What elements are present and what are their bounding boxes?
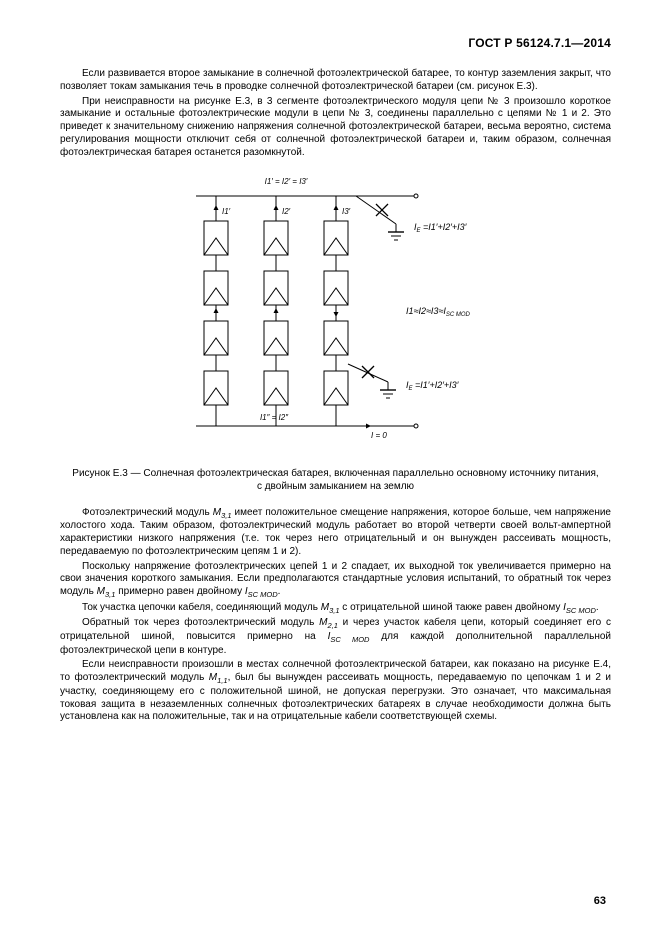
paragraph-2: При неисправности на рисунке Е.3, в 3 се… xyxy=(60,96,611,160)
svg-text:I3′: I3′ xyxy=(342,207,351,216)
paragraph-4: Поскольку напряжение фотоэлектрических ц… xyxy=(60,561,611,600)
svg-text:I2′: I2′ xyxy=(282,207,291,216)
svg-text:IE =I1′+I2′+I3′: IE =I1′+I2′+I3′ xyxy=(406,380,459,392)
svg-text:I1′ = I2′ = I3′: I1′ = I2′ = I3′ xyxy=(264,177,307,186)
figure-e3-svg: I1′ = I2′ = I3′ I1′ I2′ I3′ IE =I1′+I2′+… xyxy=(156,166,516,456)
paragraph-3: Фотоэлектрический модуль M3,1 имеет поло… xyxy=(60,507,611,559)
svg-text:I1′: I1′ xyxy=(222,207,231,216)
svg-text:I = 0: I = 0 xyxy=(371,431,387,440)
paragraph-6: Обратный ток через фотоэлектрический мод… xyxy=(60,617,611,657)
figure-e3-caption: Рисунок Е.3 — Солнечная фотоэлектрическа… xyxy=(60,467,611,493)
paragraph-7: Если неисправности произошли в местах со… xyxy=(60,659,611,724)
paragraph-5: Ток участка цепочки кабеля, соединяющий … xyxy=(60,602,611,616)
paragraph-1: Если развивается второе замыкание в солн… xyxy=(60,68,611,94)
svg-text:I1≈I2≈I3≈ISC MOD: I1≈I2≈I3≈ISC MOD xyxy=(406,306,471,318)
page-number: 63 xyxy=(594,895,606,907)
figure-e3: I1′ = I2′ = I3′ I1′ I2′ I3′ IE =I1′+I2′+… xyxy=(60,166,611,461)
svg-text:I1″ = I2″: I1″ = I2″ xyxy=(259,413,288,422)
svg-text:IE =I1′+I2′+I3′: IE =I1′+I2′+I3′ xyxy=(414,222,467,234)
document-header: ГОСТ Р 56124.7.1—2014 xyxy=(60,36,611,50)
